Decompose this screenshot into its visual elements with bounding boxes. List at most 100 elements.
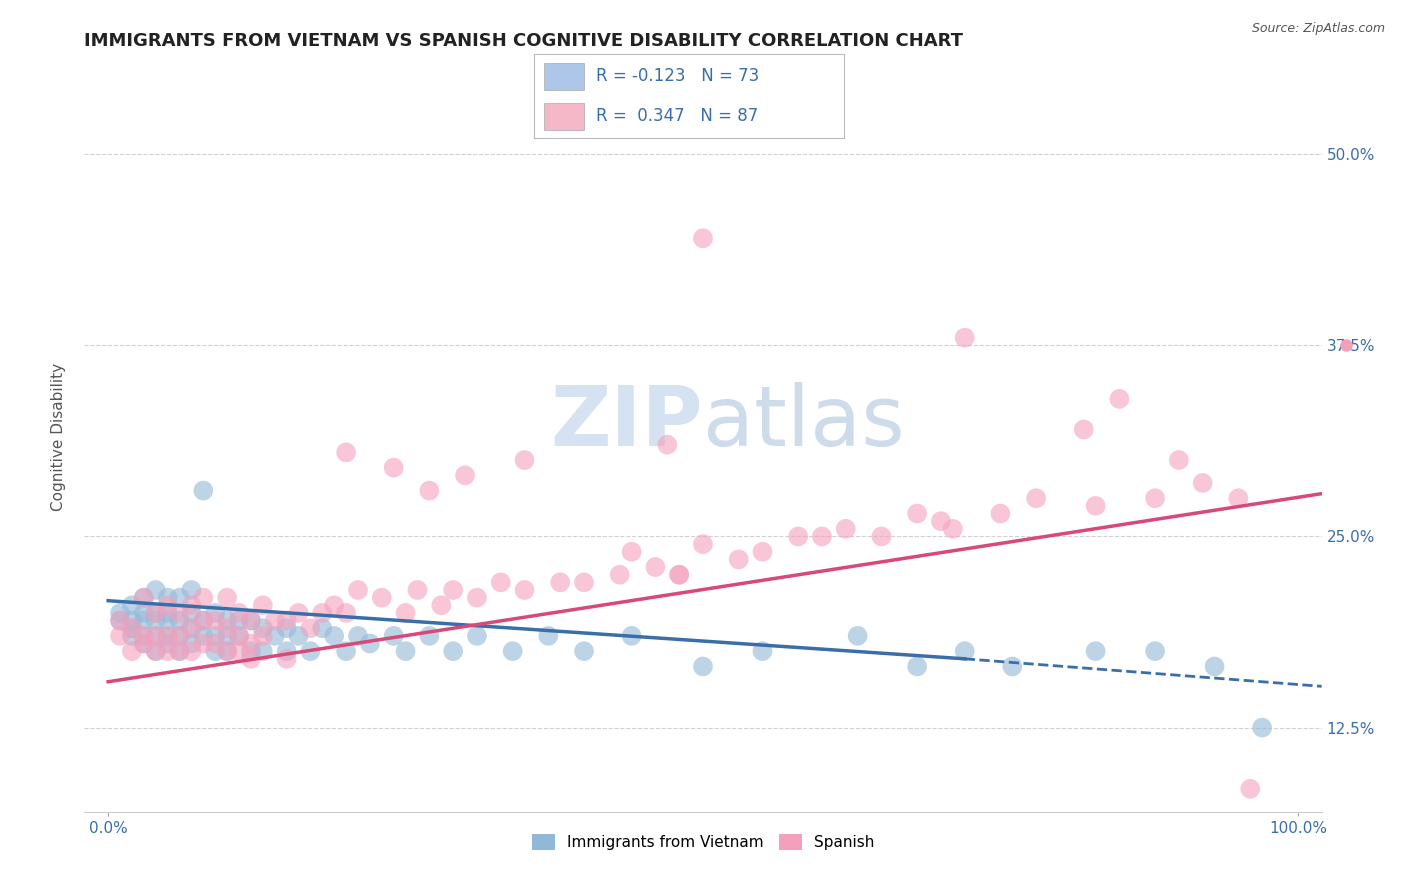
Point (394, 644, 416, 658)
Point (121, 599, 143, 613)
Point (942, 522, 965, 536)
Point (193, 591, 215, 605)
Point (156, 599, 179, 613)
Point (121, 644, 143, 658)
Point (121, 629, 143, 643)
Bar (544, 103, 583, 130)
Text: R = -0.123   N = 73: R = -0.123 N = 73 (596, 68, 759, 86)
Point (276, 614, 298, 628)
Point (287, 606, 309, 620)
Point (572, 575, 595, 590)
Point (193, 483, 215, 498)
Point (169, 614, 191, 628)
Point (537, 629, 560, 643)
Point (787, 529, 810, 543)
Y-axis label: Cognitive Disability: Cognitive Disability (51, 363, 66, 511)
Point (953, 644, 976, 658)
Point (465, 629, 488, 643)
Point (668, 567, 690, 582)
Point (657, 438, 679, 452)
Point (1251, 721, 1274, 735)
Point (217, 644, 239, 658)
Point (1167, 453, 1189, 467)
Point (347, 629, 370, 643)
Point (121, 614, 143, 628)
Point (441, 582, 464, 597)
Point (156, 614, 179, 628)
Point (217, 614, 239, 628)
Text: IMMIGRANTS FROM VIETNAM VS SPANISH COGNITIVE DISABILITY CORRELATION CHART: IMMIGRANTS FROM VIETNAM VS SPANISH COGNI… (84, 32, 963, 50)
Point (204, 629, 226, 643)
Point (180, 636, 202, 650)
Point (1144, 644, 1167, 658)
Point (454, 468, 477, 483)
Point (132, 591, 155, 605)
Point (228, 629, 250, 643)
Point (347, 582, 370, 597)
Point (1025, 491, 1047, 506)
Point (169, 629, 191, 643)
Point (811, 529, 834, 543)
Point (169, 591, 191, 605)
Point (132, 606, 155, 620)
Point (644, 560, 666, 574)
Point (276, 644, 298, 658)
Point (1144, 491, 1167, 506)
Point (276, 621, 298, 635)
Point (1084, 499, 1107, 513)
Point (204, 636, 226, 650)
Point (1084, 644, 1107, 658)
Point (193, 636, 215, 650)
Point (228, 644, 250, 658)
Point (335, 606, 357, 620)
Point (953, 331, 976, 345)
Point (169, 629, 191, 643)
Point (929, 514, 952, 528)
Point (217, 629, 239, 643)
Point (406, 582, 429, 597)
Point (132, 636, 155, 650)
Point (609, 567, 631, 582)
Point (180, 621, 202, 635)
Point (430, 599, 453, 613)
Point (692, 659, 714, 673)
Text: R =  0.347   N = 87: R = 0.347 N = 87 (596, 107, 758, 125)
Point (204, 644, 226, 658)
Point (905, 659, 928, 673)
Point (727, 552, 749, 566)
Point (180, 606, 202, 620)
Point (489, 575, 512, 590)
Point (156, 636, 179, 650)
Bar (544, 62, 583, 90)
Point (156, 629, 179, 643)
Point (299, 621, 322, 635)
Point (323, 629, 346, 643)
Point (846, 629, 869, 643)
Point (204, 606, 226, 620)
Point (169, 606, 191, 620)
Point (217, 591, 239, 605)
Point (252, 621, 274, 635)
Point (1191, 475, 1213, 490)
Point (276, 652, 298, 666)
Point (121, 621, 143, 635)
Point (193, 614, 215, 628)
Point (1204, 659, 1226, 673)
Point (108, 629, 131, 643)
Point (548, 575, 571, 590)
Point (228, 606, 250, 620)
Point (620, 629, 643, 643)
Point (180, 582, 202, 597)
Text: Source: ZipAtlas.com: Source: ZipAtlas.com (1251, 22, 1385, 36)
Point (108, 614, 131, 628)
Point (692, 231, 714, 245)
Point (323, 599, 346, 613)
Point (263, 614, 285, 628)
Point (311, 621, 333, 635)
Point (121, 621, 143, 635)
Point (335, 445, 357, 459)
Point (287, 629, 309, 643)
Point (228, 614, 250, 628)
Point (204, 614, 226, 628)
Point (239, 614, 262, 628)
